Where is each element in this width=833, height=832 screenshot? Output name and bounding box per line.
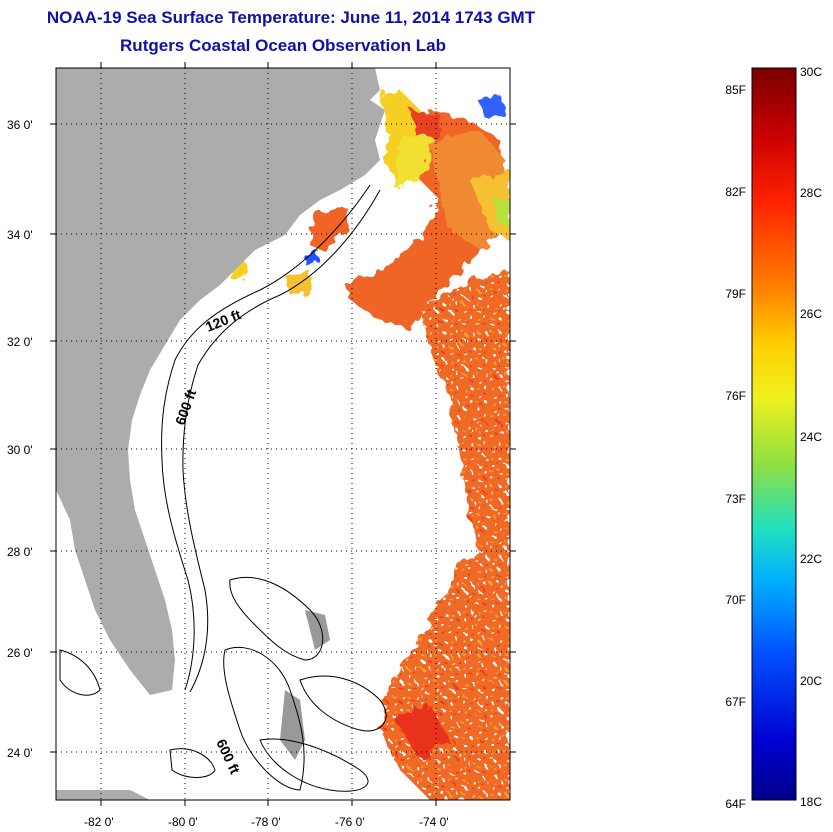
map-body <box>56 68 510 800</box>
lat-label: 30 0' <box>7 443 33 457</box>
graticule <box>56 68 510 800</box>
map-ticks <box>50 62 516 806</box>
fahrenheit-label: 76F <box>725 389 746 403</box>
map-subtitle: Rutgers Coastal Ocean Observation Lab <box>120 36 446 55</box>
lon-label: -76 0' <box>335 815 365 829</box>
celsius-label: 24C <box>800 430 822 444</box>
colorbar-celsius-labels: 30C 28C 26C 24C 22C 20C 18C <box>800 65 822 809</box>
fahrenheit-label: 79F <box>725 287 746 301</box>
lat-label: 32 0' <box>7 335 33 349</box>
lat-label: 34 0' <box>7 228 33 242</box>
lat-label: 24 0' <box>7 746 33 760</box>
celsius-label: 22C <box>800 552 822 566</box>
celsius-label: 30C <box>800 65 822 79</box>
fahrenheit-label: 82F <box>725 185 746 199</box>
lon-label: -82 0' <box>84 815 114 829</box>
landmass <box>56 68 385 800</box>
celsius-label: 18C <box>800 795 822 809</box>
lat-label: 36 0' <box>7 118 33 132</box>
contour-label-120ft: 120 ft <box>203 306 243 335</box>
colorbar-fahrenheit-labels: 85F 82F 79F 76F 73F 70F 67F 64F <box>725 83 746 811</box>
contour-label-600ft: 600 ft <box>172 387 200 427</box>
lat-label: 28 0' <box>7 545 33 559</box>
sst-data-layer <box>230 90 510 800</box>
map-frame <box>55 67 511 801</box>
lat-label: 26 0' <box>7 646 33 660</box>
fahrenheit-label: 85F <box>725 83 746 97</box>
contour-label-600ft: 600 ft <box>213 737 243 777</box>
lon-label: -78 0' <box>251 815 281 829</box>
fahrenheit-label: 73F <box>725 492 746 506</box>
colorbar <box>751 67 797 801</box>
celsius-label: 20C <box>800 674 822 688</box>
fahrenheit-label: 67F <box>725 695 746 709</box>
lon-label: -74 0' <box>419 815 449 829</box>
fahrenheit-label: 64F <box>725 797 746 811</box>
latitude-labels: 36 0' 34 0' 32 0' 30 0' 28 0' 26 0' 24 0… <box>7 118 33 760</box>
bathymetry-contours <box>59 184 387 792</box>
celsius-label: 28C <box>800 186 822 200</box>
celsius-label: 26C <box>800 307 822 321</box>
longitude-labels: -82 0' -80 0' -78 0' -76 0' -74 0' <box>84 815 449 829</box>
map-title: NOAA-19 Sea Surface Temperature: June 11… <box>46 8 536 27</box>
lon-label: -80 0' <box>168 815 198 829</box>
fahrenheit-label: 70F <box>725 593 746 607</box>
